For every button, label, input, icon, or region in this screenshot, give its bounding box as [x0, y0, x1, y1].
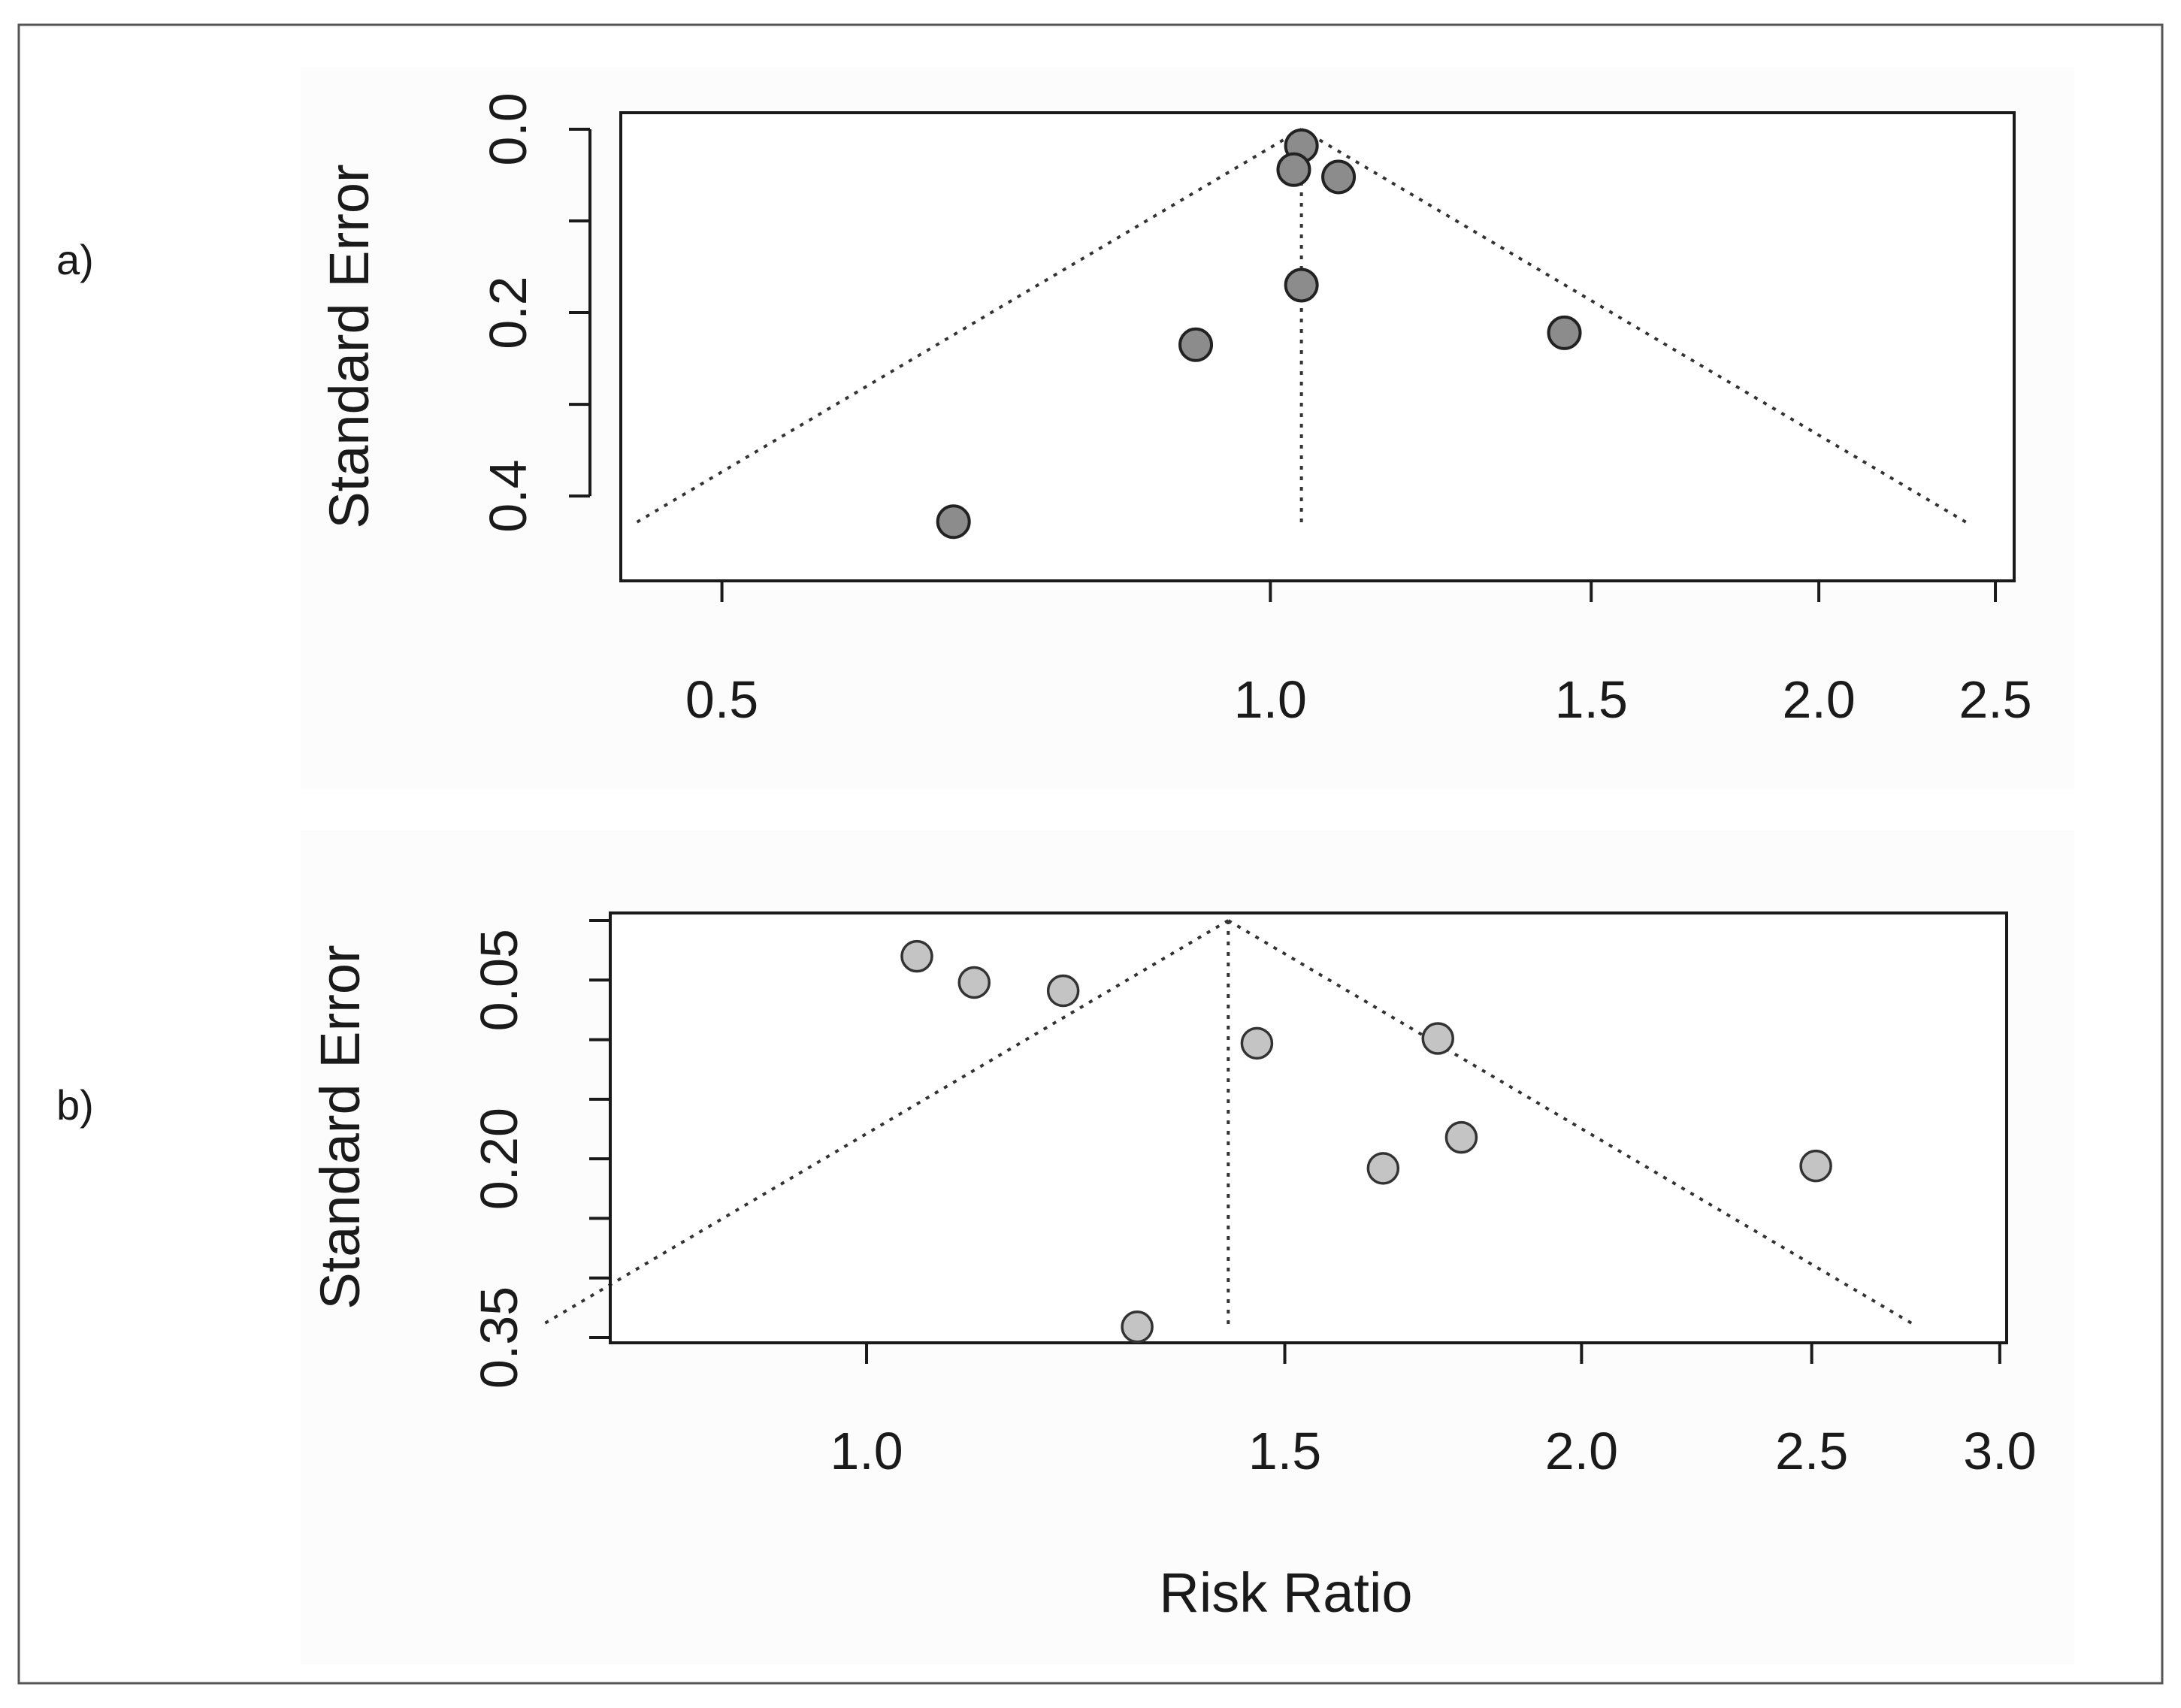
panel-b-study-point: [1121, 1310, 1154, 1344]
panel-a-x-tick-label: 2.0: [1782, 670, 1855, 729]
panel-label-a: a): [56, 236, 94, 283]
panel-a-x-tick-label: 1.5: [1555, 670, 1628, 729]
panel-a-study-point: [1321, 159, 1357, 195]
panel-a-funnel-right-line: [1300, 128, 1969, 525]
panel-b-study-point: [957, 966, 991, 999]
panel-b-y-axis-title: Standard Error: [309, 945, 371, 1309]
panel-a-x-tick-label: 2.5: [1959, 670, 2031, 729]
panel-b-x-tick-label: 2.5: [1775, 1422, 1848, 1480]
figure-border: [17, 23, 2164, 1685]
panel-a-y-tick-label: 0.0: [479, 92, 537, 165]
panel-b-funnel-left-line: [540, 919, 1230, 1327]
panel-b-y-tick-label: 0.35: [470, 1286, 528, 1389]
panel-a-plot-area: [619, 111, 2016, 582]
panel-b-y-tick-label: 0.05: [470, 929, 528, 1031]
panel-b-x-tick-label: 2.0: [1545, 1422, 1618, 1480]
panel-a-study-point: [1547, 315, 1582, 350]
panel-b-x-tick-label: 1.5: [1248, 1422, 1321, 1480]
panel-b-study-point: [1444, 1120, 1478, 1154]
panel-a-x-tick-label: 0.5: [685, 670, 758, 729]
panel-a-study-point: [936, 504, 971, 540]
panel-label-b: b): [56, 1081, 94, 1129]
panel-a-y-tick-label: 0.2: [479, 276, 537, 349]
panel-b-study-point: [1421, 1022, 1454, 1055]
panel-b-study-point: [900, 939, 933, 973]
panel-b-x-axis-title: Risk Ratio: [1159, 1561, 1412, 1624]
panel-a-x-tick-label: 1.0: [1234, 670, 1307, 729]
panel-b-plot-area: [609, 911, 2008, 1344]
panel-b-funnel-right-line: [1227, 919, 1916, 1327]
panel-b-study-point: [1240, 1026, 1274, 1060]
panel-b-study-point: [1046, 974, 1080, 1008]
panel-a-study-point: [1276, 152, 1311, 187]
panel-b-x-tick-label: 3.0: [1963, 1422, 2036, 1480]
panel-a-y-axis-title: Standard Error: [318, 164, 380, 528]
panel-a-study-point: [1284, 268, 1319, 303]
panel-b-x-tick-label: 1.0: [830, 1422, 903, 1480]
funnel-plot-b: 0.05 0.20 0.35 1.0 1.5 2.0 2.5 3.0 Standard Erro…: [309, 911, 2037, 1624]
panel-a-y-tick-label: 0.4: [479, 459, 537, 532]
funnel-plot-a: 0.0 0.2 0.4 0.5 1.0 1.5 2.0 2.5 Standard Error: [318, 92, 2032, 729]
panel-a-study-point: [1178, 327, 1214, 362]
panel-a-funnel-left-line: [634, 128, 1302, 525]
panel-b-study-point: [1366, 1152, 1400, 1185]
panel-b-study-point: [1799, 1149, 1832, 1183]
panel-b-y-tick-label: 0.20: [470, 1108, 528, 1210]
